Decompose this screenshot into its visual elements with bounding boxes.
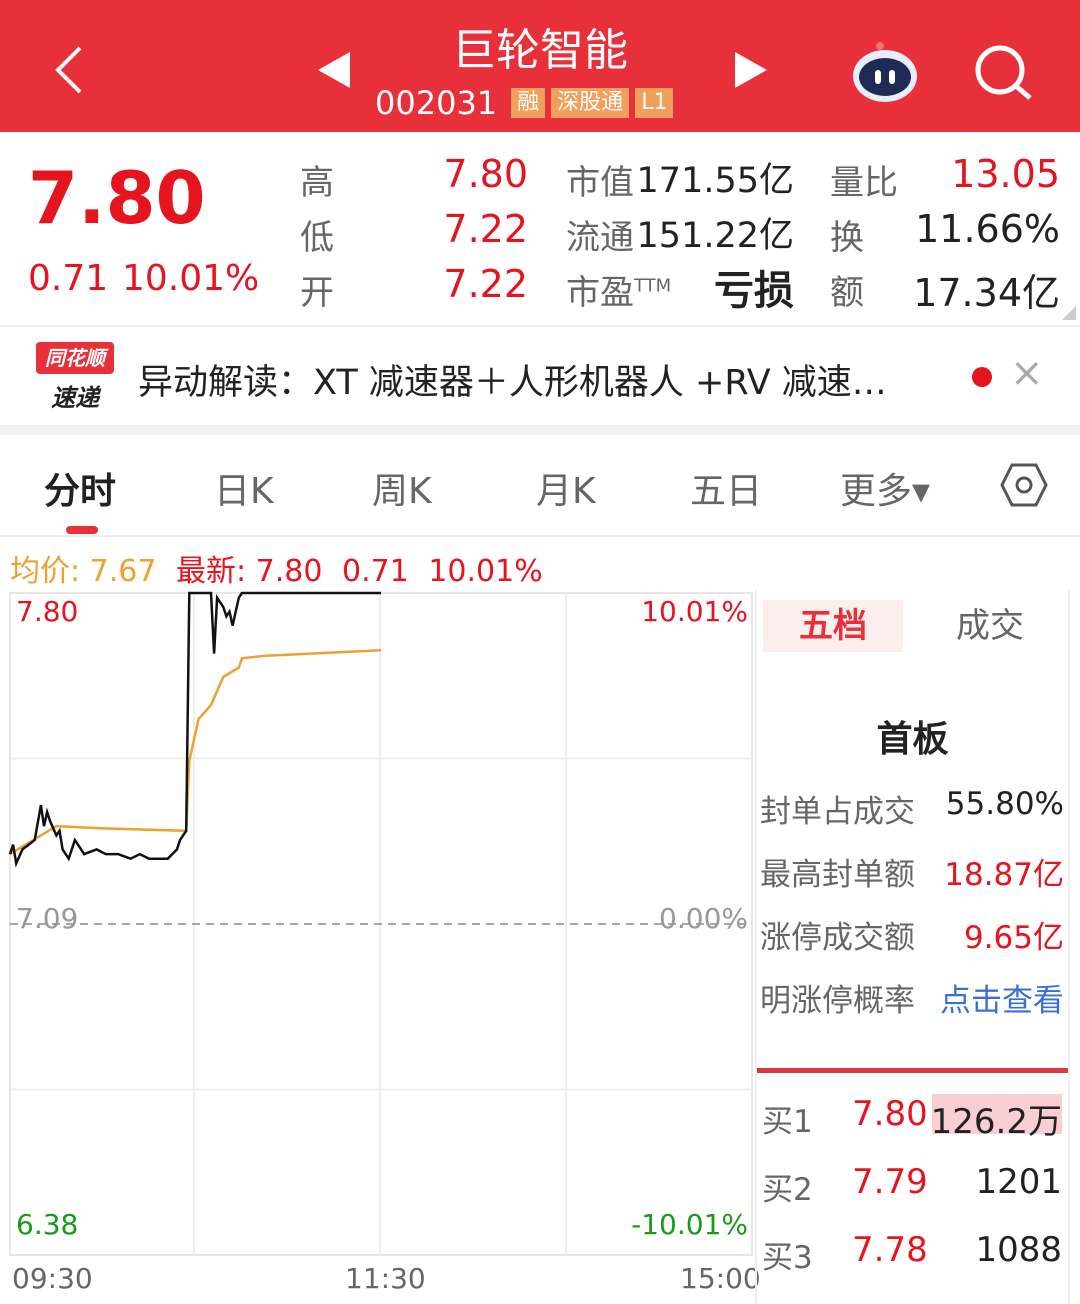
avg-price-label: 均价: 7.67 [10,554,157,589]
y-right-top: 10.01% [641,595,748,628]
latest-change: 0.71 [342,554,409,589]
y-right-bottom: -10.01% [631,1208,748,1241]
tab-intraday[interactable]: 分时 [44,471,117,512]
tab-monthly-k[interactable]: 月K [536,471,596,512]
unread-dot [972,367,992,387]
limit-turnover-value: 9.65亿 [963,920,1064,956]
stock-name: 巨轮智能 [452,25,628,76]
bid2-price: 7.79 [852,1162,928,1202]
turnover-value: 11.66% [915,207,1060,251]
tab-order-book[interactable]: 五档 [763,600,903,652]
bid3-price: 7.78 [852,1230,928,1270]
logo-top: 同花顺 [36,342,114,374]
open-label: 开 [300,273,334,313]
high-value: 7.80 [443,152,528,196]
top-bar: 巨轮智能 002031 融 深股通 L1 [0,0,1080,132]
book-divider [757,1068,1068,1073]
bid1-label: 买1 [762,1104,813,1140]
mktcap-label: 市值 [566,163,634,203]
prev-stock-icon[interactable] [318,52,352,92]
bid1-price: 7.80 [852,1094,928,1134]
tab-trades[interactable]: 成交 [956,606,1024,646]
max-seal-label: 最高封单额 [760,857,915,893]
news-banner[interactable]: 同花顺 速递 异动解读：XT 减速器＋人形机器人 +RV 减速… × [0,330,1080,425]
panel-border [1068,590,1070,1304]
float-label: 流通 [566,218,634,258]
limit-prob-link[interactable]: 点击查看 [940,983,1064,1019]
level-tag: L1 [635,88,674,118]
pe-value: 亏损 [714,268,794,314]
seal-ratio-label: 封单占成交 [760,794,915,830]
max-seal-value: 18.87亿 [944,857,1064,893]
board-title: 首板 [876,719,949,760]
x-tick-close: 15:00 [680,1262,761,1295]
vol-ratio-value: 13.05 [951,152,1060,196]
bid2-volume: 1201 [975,1162,1062,1202]
tab-daily-k[interactable]: 日K [214,471,274,512]
tab-weekly-k[interactable]: 周K [372,471,432,512]
news-text[interactable]: 异动解读：XT 减速器＋人形机器人 +RV 减速… [138,363,887,403]
open-value: 7.22 [443,262,528,306]
ths-news-logo: 同花顺 速递 [36,342,114,412]
price-change: 0.71 [28,258,109,299]
chart-info-bar: 均价: 7.67 最新: 7.80 0.71 10.01% [10,546,543,590]
float-value: 151.22亿 [636,216,794,256]
amount-label: 额 [830,273,864,313]
price-line [8,591,381,868]
y-left-top: 7.80 [16,595,79,628]
intraday-chart[interactable] [0,585,755,1304]
pe-label-text: 市盈 [566,273,634,313]
low-value: 7.22 [443,207,528,251]
vol-ratio-label: 量比 [830,163,898,203]
bid1-highlight [932,1094,1062,1134]
price-change-pct: 10.01% [122,258,260,299]
y-left-bottom: 6.38 [16,1208,79,1241]
latest-price-label: 最新: 7.80 [176,554,323,589]
bid3-label: 买3 [762,1240,813,1276]
close-icon[interactable]: × [1010,350,1044,396]
stock-code-row: 002031 融 深股通 L1 [375,84,674,122]
amount-value: 17.34亿 [913,271,1060,315]
back-icon[interactable] [50,45,90,95]
robot-assistant-icon[interactable] [850,40,920,108]
margin-tag: 融 [511,88,546,118]
search-icon[interactable] [972,42,1036,106]
tab-more[interactable]: 更多▾ [840,471,931,512]
divider [0,325,1080,327]
bid3-volume: 1088 [975,1230,1062,1270]
y-right-mid: 0.00% [659,902,748,935]
logo-bottom: 速递 [51,384,99,412]
low-label: 低 [300,218,334,258]
panel-border [755,590,757,1304]
next-stock-icon[interactable] [735,52,769,92]
last-price: 7.80 [28,156,206,240]
pe-ttm-sup: TTM [634,275,672,297]
x-tick-open: 09:30 [12,1262,93,1295]
active-tab-indicator [66,526,98,534]
settings-hexagon-icon[interactable] [1000,462,1048,512]
limit-prob-label: 明涨停概率 [760,983,915,1019]
bid1-volume: 126.2万 [930,1102,1062,1142]
turnover-label: 换 [830,218,864,258]
high-label: 高 [300,163,334,203]
mktcap-value: 171.55亿 [636,161,794,201]
latest-pct: 10.01% [428,554,543,589]
stock-code: 002031 [375,84,498,122]
pe-label: 市盈TTM [566,265,671,314]
y-left-mid: 7.09 [16,902,79,935]
tab-five-day[interactable]: 五日 [690,471,763,512]
divider [0,535,1080,537]
seal-ratio-value: 55.80% [945,786,1064,822]
bid2-label: 买2 [762,1172,813,1208]
section-gap [0,425,1080,435]
x-tick-midday: 11:30 [345,1262,426,1295]
avg-price-line [9,649,382,856]
connect-tag: 深股通 [551,88,630,118]
limit-turnover-label: 涨停成交额 [760,920,915,956]
expand-corner-icon[interactable] [1062,306,1076,320]
